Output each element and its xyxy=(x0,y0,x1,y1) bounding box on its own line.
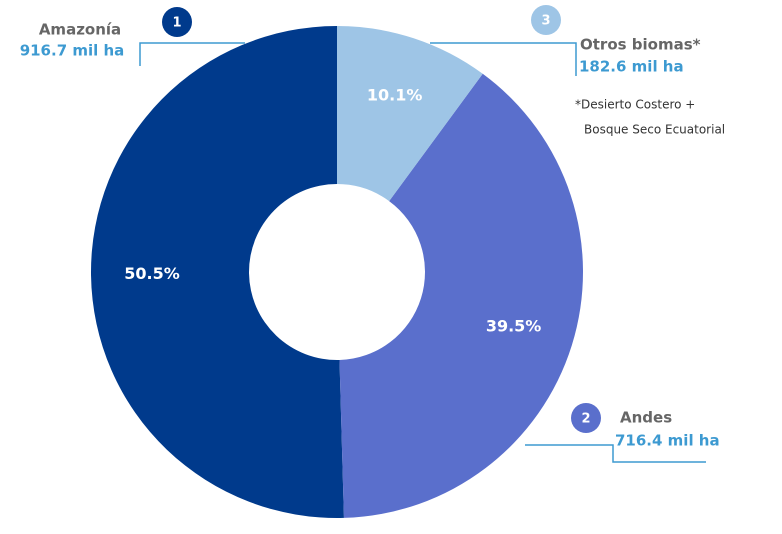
badge-label: 2 xyxy=(581,412,590,427)
category-label: Andes xyxy=(620,409,672,427)
category-label: Otros biomas* xyxy=(580,36,701,54)
amount-label: 716.4 mil ha xyxy=(615,432,720,450)
leader-line xyxy=(139,42,245,66)
category-label: Amazonía xyxy=(39,21,121,39)
badge-label: 1 xyxy=(172,16,181,31)
footnote: *Desierto Costero + xyxy=(575,98,695,112)
slice xyxy=(90,26,344,518)
badge xyxy=(531,5,561,35)
leader-line xyxy=(430,42,577,76)
value-label: 10.1% xyxy=(367,86,423,105)
leader-line xyxy=(525,444,706,463)
value-label: 50.5% xyxy=(124,264,180,283)
badge-label: 3 xyxy=(541,14,550,29)
amount-label: 182.6 mil ha xyxy=(579,58,684,76)
amount-label: 916.7 mil ha xyxy=(20,42,125,60)
slice xyxy=(337,26,483,202)
badge xyxy=(571,403,601,433)
footnote: Bosque Seco Ecuatorial xyxy=(584,123,725,137)
value-label: 39.5% xyxy=(486,317,542,336)
badge xyxy=(162,7,192,37)
slice xyxy=(339,73,583,518)
